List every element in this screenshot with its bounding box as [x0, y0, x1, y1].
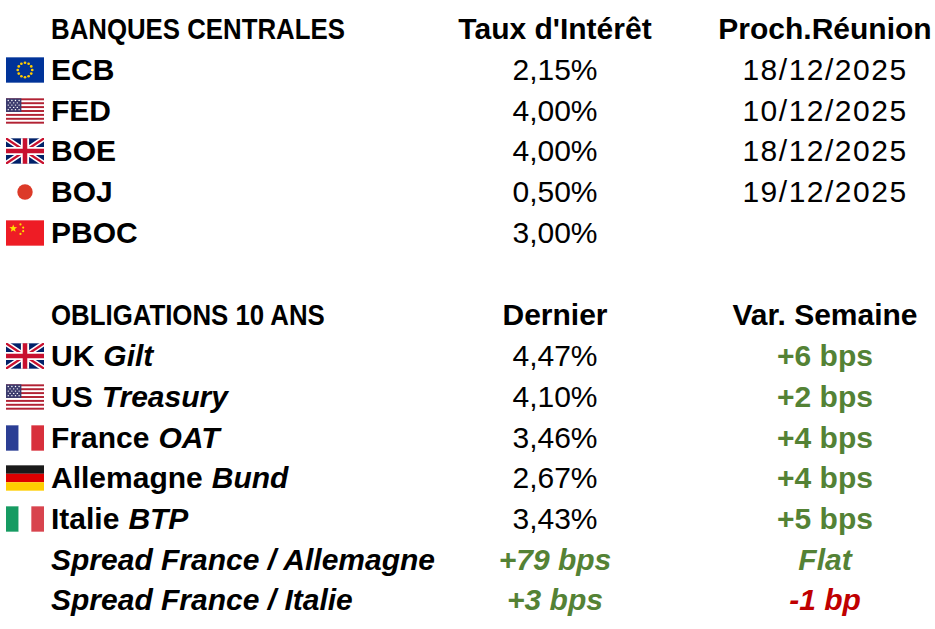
next-meeting-date: 18/12/2025 [680, 134, 935, 168]
spread-row: Spread France / Allemagne +79 bps Flat [0, 539, 935, 580]
bonds-header-row: OBLIGATIONS 10 ANS Dernier Var. Semaine [0, 295, 935, 336]
bank-name: BOE [51, 134, 116, 168]
flag-spacer [0, 559, 51, 560]
bond-instrument: OAT [158, 421, 219, 455]
next-meeting-date: 10/12/2025 [680, 94, 935, 128]
flag-spacer [0, 600, 51, 601]
weekly-change: +6 bps [680, 339, 935, 373]
bond-row: France OAT 3,46% +4 bps [0, 417, 935, 458]
bond-yield: 4,10% [430, 380, 680, 414]
jp-flag-icon [6, 179, 44, 205]
column-header-next-meeting: Proch.Réunion [680, 12, 935, 46]
bond-country: Italie [51, 502, 119, 536]
interest-rate: 2,15% [430, 53, 680, 87]
bond-instrument: BTP [128, 502, 188, 536]
section-gap [0, 253, 935, 295]
bank-name: FED [51, 94, 111, 128]
weekly-change: +5 bps [680, 502, 935, 536]
bond-row: UK Gilt 4,47% +6 bps [0, 336, 935, 377]
weekly-change: +4 bps [680, 461, 935, 495]
spread-value: +3 bps [430, 583, 680, 617]
weekly-change: +2 bps [680, 380, 935, 414]
bond-country: Allemagne [51, 461, 203, 495]
bond-country: US [51, 380, 93, 414]
bond-row: Italie BTP 3,43% +5 bps [0, 499, 935, 540]
spread-value: +79 bps [430, 543, 680, 577]
bank-name: BOJ [51, 175, 113, 209]
cn-flag-icon [6, 220, 44, 246]
bond-instrument: Gilt [103, 339, 153, 373]
next-meeting-date: 18/12/2025 [680, 53, 935, 87]
spread-weekly-change: Flat [680, 543, 935, 577]
uk-flag-icon [6, 138, 44, 164]
bank-name: PBOC [51, 216, 138, 250]
spread-name: Spread France / Allemagne [51, 543, 435, 577]
central-bank-row: FED 4,00% 10/12/2025 [0, 90, 935, 131]
spread-weekly-change: -1 bp [680, 583, 935, 617]
de-flag-icon [6, 465, 44, 491]
column-header-week-change: Var. Semaine [680, 298, 935, 332]
section-title-central-banks: BANQUES CENTRALES [51, 12, 345, 46]
spread-row: Spread France / Italie +3 bps -1 bp [0, 580, 935, 621]
it-flag-icon [6, 506, 44, 532]
flag-spacer [0, 315, 51, 316]
column-header-rate: Taux d'Intérêt [430, 12, 680, 46]
rates-summary-sheet: BANQUES CENTRALES Taux d'Intérêt Proch.R… [0, 0, 935, 629]
central-bank-row: BOJ 0,50% 19/12/2025 [0, 172, 935, 213]
bond-yield: 2,67% [430, 461, 680, 495]
central-bank-row: ECB 2,15% 18/12/2025 [0, 50, 935, 91]
us-flag-icon [6, 384, 44, 410]
fr-flag-icon [6, 425, 44, 451]
flag-spacer [0, 29, 51, 30]
next-meeting-date: 19/12/2025 [680, 175, 935, 209]
bond-yield: 3,46% [430, 421, 680, 455]
central-bank-row: BOE 4,00% 18/12/2025 [0, 131, 935, 172]
eu-flag-icon [6, 57, 44, 83]
bond-country: UK [51, 339, 94, 373]
spread-name: Spread France / Italie [51, 583, 353, 617]
bond-instrument: Bund [212, 461, 289, 495]
interest-rate: 4,00% [430, 134, 680, 168]
section-title-bonds: OBLIGATIONS 10 ANS [51, 298, 325, 332]
interest-rate: 3,00% [430, 216, 680, 250]
bond-country: France [51, 421, 149, 455]
interest-rate: 0,50% [430, 175, 680, 209]
central-banks-header-row: BANQUES CENTRALES Taux d'Intérêt Proch.R… [0, 9, 935, 50]
bond-row: US Treasury 4,10% +2 bps [0, 377, 935, 418]
bond-row: Allemagne Bund 2,67% +4 bps [0, 458, 935, 499]
bond-instrument: Treasury [102, 380, 228, 414]
uk-flag-icon [6, 343, 44, 369]
bank-name: ECB [51, 53, 114, 87]
interest-rate: 4,00% [430, 94, 680, 128]
weekly-change: +4 bps [680, 421, 935, 455]
central-bank-row: PBOC 3,00% [0, 212, 935, 253]
bond-yield: 4,47% [430, 339, 680, 373]
us-flag-icon [6, 98, 44, 124]
column-header-last: Dernier [430, 298, 680, 332]
bond-yield: 3,43% [430, 502, 680, 536]
